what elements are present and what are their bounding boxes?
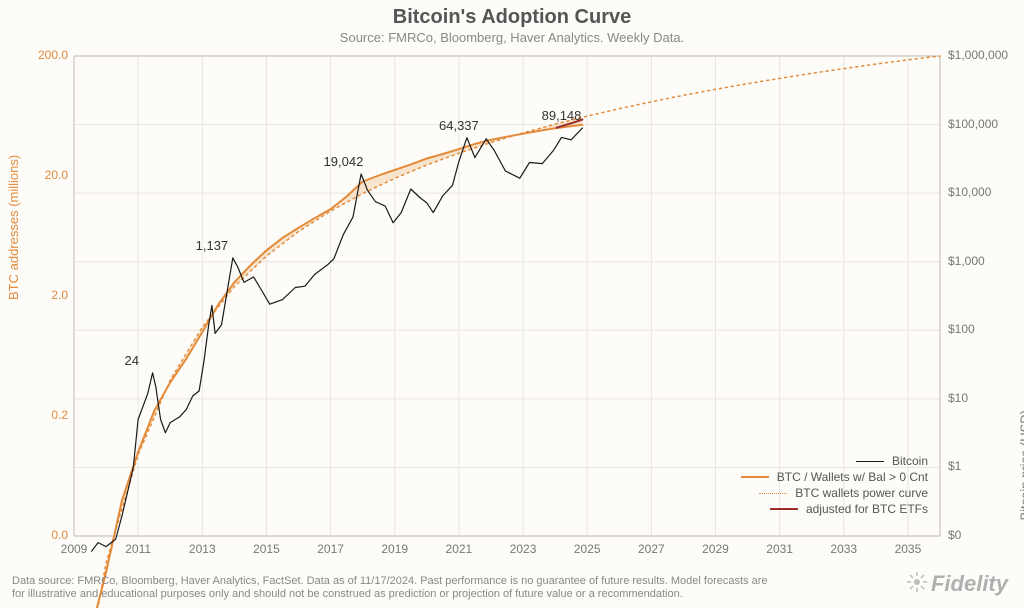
brand-logo: Fidelity <box>907 571 1008 598</box>
x-tick: 2009 <box>61 542 88 556</box>
x-tick: 2019 <box>381 542 408 556</box>
y-left-axis-label: BTC addresses (millions) <box>6 155 21 300</box>
y-right-tick: $10,000 <box>948 185 991 199</box>
legend-label: BTC wallets power curve <box>795 486 928 500</box>
x-tick: 2027 <box>638 542 665 556</box>
y-left-tick: 0.2 <box>28 408 68 422</box>
y-right-tick: $0 <box>948 528 961 542</box>
brand-text: Fidelity <box>931 571 1008 596</box>
legend-item: BTC wallets power curve <box>741 486 928 500</box>
legend-swatch <box>856 461 884 462</box>
y-right-tick: $1 <box>948 459 961 473</box>
x-tick: 2033 <box>830 542 857 556</box>
legend-swatch <box>741 476 769 478</box>
y-right-tick: $100,000 <box>948 117 998 131</box>
y-left-tick: 200.0 <box>28 48 68 62</box>
x-tick: 2025 <box>574 542 601 556</box>
x-tick: 2035 <box>895 542 922 556</box>
y-left-tick: 20.0 <box>28 168 68 182</box>
y-left-tick: 2.0 <box>28 288 68 302</box>
legend-item: Bitcoin <box>741 454 928 468</box>
legend-label: adjusted for BTC ETFs <box>806 502 928 516</box>
x-tick: 2029 <box>702 542 729 556</box>
x-tick: 2031 <box>766 542 793 556</box>
chart-container: { "title": "Bitcoin's Adoption Curve", "… <box>0 0 1024 608</box>
price-annotation: 89,148 <box>542 108 582 123</box>
y-right-tick: $1,000,000 <box>948 48 1008 62</box>
chart-footer: Data source: FMRCo, Bloomberg, Haver Ana… <box>12 575 772 603</box>
legend-swatch <box>770 508 798 510</box>
x-tick: 2023 <box>510 542 537 556</box>
x-tick: 2015 <box>253 542 280 556</box>
y-left-tick: 0.0 <box>28 528 68 542</box>
price-annotation: 64,337 <box>439 118 479 133</box>
y-right-axis-label: Bitcoin price (USD) <box>1018 410 1024 521</box>
brand-sun-icon <box>907 572 927 598</box>
price-annotation: 1,137 <box>196 238 229 253</box>
legend-label: Bitcoin <box>892 454 928 468</box>
price-annotation: 19,042 <box>324 154 364 169</box>
x-tick: 2011 <box>125 542 151 556</box>
legend-item: BTC / Wallets w/ Bal > 0 Cnt <box>741 470 928 484</box>
chart-legend: Bitcoin BTC / Wallets w/ Bal > 0 Cnt BTC w… <box>741 452 928 518</box>
x-tick: 2013 <box>189 542 216 556</box>
price-annotation: 24 <box>124 353 138 368</box>
legend-swatch <box>759 493 787 494</box>
legend-label: BTC / Wallets w/ Bal > 0 Cnt <box>777 470 928 484</box>
x-tick: 2021 <box>446 542 473 556</box>
legend-item: adjusted for BTC ETFs <box>741 502 928 516</box>
x-tick: 2017 <box>317 542 344 556</box>
y-right-tick: $100 <box>948 322 975 336</box>
y-right-tick: $1,000 <box>948 254 985 268</box>
y-right-tick: $10 <box>948 391 968 405</box>
